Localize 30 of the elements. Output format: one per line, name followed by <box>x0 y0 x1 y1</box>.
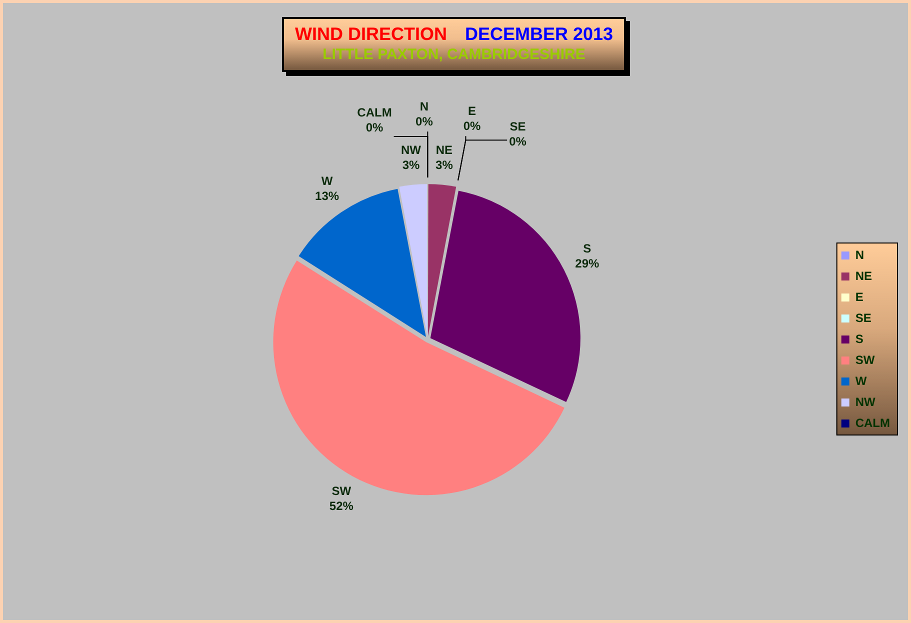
data-label: 3% <box>436 158 454 172</box>
data-label: 3% <box>402 158 420 172</box>
legend-label: N <box>855 248 864 262</box>
legend-label: E <box>855 290 864 304</box>
category-label: CALM <box>357 106 392 120</box>
chart-subtitle: DECEMBER 2013 <box>464 24 614 44</box>
text: 0% <box>463 118 481 133</box>
legend-label: S <box>855 332 864 346</box>
category-label: SE <box>510 119 526 134</box>
legend-label: W <box>855 374 868 388</box>
slice-label: S <box>583 242 592 256</box>
slice-label: W <box>321 174 334 188</box>
slice-label: SW <box>332 484 352 498</box>
data-label: 29% <box>575 256 600 271</box>
legend-label: NW <box>855 394 876 409</box>
legend-label: SW <box>855 352 876 367</box>
legend-label: SE <box>855 310 872 325</box>
text: LITTLE PAXTON, CAMBRIDGESHIRE <box>322 45 586 65</box>
text: 0% <box>366 120 384 135</box>
category-label: E <box>468 104 476 118</box>
text: 0% <box>416 114 433 128</box>
legend-label: CALM <box>855 416 890 430</box>
text: 0% <box>509 134 526 148</box>
chart-title: WIND DIRECTION <box>294 24 447 44</box>
category-label: N <box>420 99 429 114</box>
data-label: 52% <box>329 498 354 513</box>
slice-label: NE <box>436 143 453 158</box>
data-label: 13% <box>315 188 340 203</box>
slice-label: NW <box>401 143 422 158</box>
legend-label: NE <box>855 268 872 283</box>
